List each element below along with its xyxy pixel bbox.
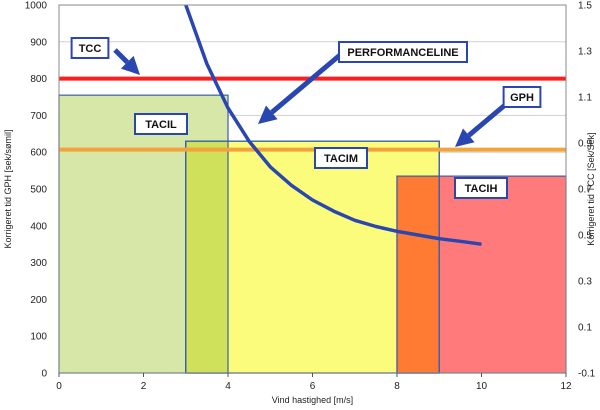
performance-line (184, 4, 482, 246)
y-left-tick-label: 400 (30, 221, 47, 232)
y-right-tick-label: 0.7 (578, 185, 592, 196)
y-right-tick-label: 1.1 (578, 93, 592, 104)
callout-tacih-box (454, 177, 508, 199)
y-right-axis-title: Korrigeret tid TCC [Sek/Sek] (586, 132, 596, 245)
callout-tacil-label: TACIL (145, 119, 177, 131)
y-right-tick-label: 0.9 (578, 139, 592, 150)
x-tick-label: 4 (225, 381, 231, 392)
y-left-axis-title: Korrigeret tid GPH [sek/sømil] (3, 129, 13, 248)
callout-performanceline-label: PERFORMANCELINE (347, 47, 458, 59)
callout-tacim-label: TACIM (324, 153, 358, 165)
y-right-tick-label: 1.5 (578, 1, 592, 12)
y-right-tick-label: 1.3 (578, 47, 592, 58)
tcc-arrow-shaft (113, 48, 130, 65)
y-left-tick-label: 300 (30, 258, 47, 269)
callout-gph-label: GPH (510, 92, 534, 104)
callout-performanceline-box (338, 41, 468, 63)
performanceline-arrow-head (258, 105, 278, 124)
y-left-tick-label: 800 (30, 74, 47, 85)
x-axis-title: Vind hastighed [m/s] (272, 395, 353, 405)
overlap-band-0 (185, 140, 229, 374)
y-right-tick-label: 0.1 (578, 323, 592, 334)
tcc-arrow-head (120, 55, 140, 75)
y-left-tick-label: 0 (41, 369, 47, 380)
x-tick-label: 12 (560, 381, 572, 392)
callout-gph-box (502, 86, 542, 108)
x-tick-label: 10 (476, 381, 488, 392)
x-tick-label: 8 (394, 381, 400, 392)
x-tick-label: 2 (141, 381, 147, 392)
y-left-tick-label: 600 (30, 148, 47, 159)
callout-tcc-box (70, 37, 110, 59)
y-right-tick-label: -0.1 (578, 369, 596, 380)
y-left-tick-label: 500 (30, 185, 47, 196)
y-right-tick-label: 0.3 (578, 277, 592, 288)
overlap-band-1 (396, 175, 440, 374)
y-left-tick-label: 700 (30, 111, 47, 122)
y-left-tick-label: 1000 (25, 1, 48, 12)
x-tick-label: 0 (56, 381, 62, 392)
y-left-tick-label: 200 (30, 295, 47, 306)
y-right-tick-label: 0.5 (578, 231, 592, 242)
x-tick-label: 6 (310, 381, 316, 392)
gph-arrow-shaft (467, 103, 507, 138)
callout-tacim-box (314, 147, 368, 169)
callout-tacil-box (134, 113, 188, 135)
y-left-tick-label: 900 (30, 37, 47, 48)
y-left-tick-label: 100 (30, 332, 47, 343)
callout-tcc-label: TCC (79, 43, 102, 55)
gph-arrow-head (455, 128, 475, 147)
performanceline-arrow-shaft (270, 53, 342, 115)
callout-tacih-label: TACIH (465, 183, 498, 195)
